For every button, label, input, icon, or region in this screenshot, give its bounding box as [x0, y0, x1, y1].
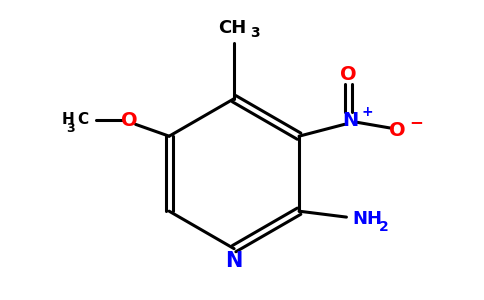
Text: 3: 3: [250, 26, 259, 40]
Text: C: C: [77, 112, 88, 127]
Text: +: +: [362, 106, 373, 119]
Text: O: O: [121, 111, 138, 130]
Text: O: O: [390, 121, 406, 140]
Text: N: N: [226, 251, 243, 271]
Text: NH: NH: [352, 210, 382, 228]
Text: −: −: [409, 112, 424, 130]
Text: N: N: [342, 111, 359, 130]
Text: O: O: [340, 65, 357, 85]
Text: 3: 3: [66, 122, 75, 135]
Text: CH: CH: [218, 20, 246, 38]
Text: 2: 2: [379, 220, 389, 234]
Text: H: H: [61, 112, 75, 127]
